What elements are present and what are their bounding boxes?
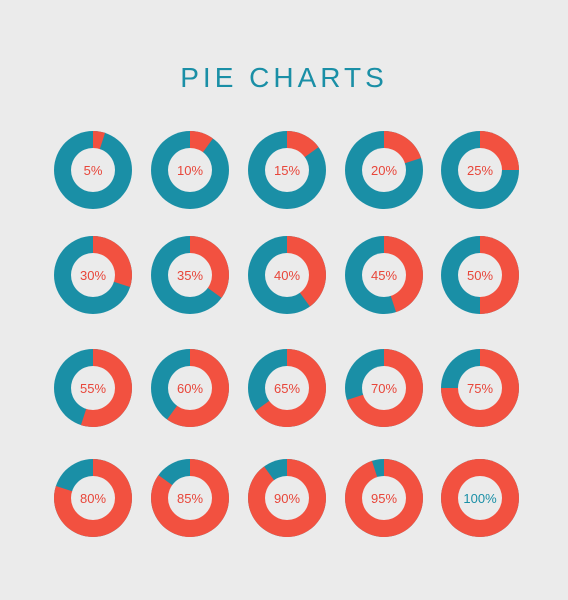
pie-label-70: 70%: [371, 381, 397, 396]
pie-chart-90: 90%: [248, 459, 327, 538]
pie-hole-85: [168, 476, 212, 520]
pie-label-55: 55%: [80, 381, 106, 396]
pie-hole-40: [265, 253, 309, 297]
pie-label-20: 20%: [371, 163, 397, 178]
pie-label-15: 15%: [274, 163, 300, 178]
pie-hole-35: [168, 253, 212, 297]
pie-label-75: 75%: [467, 381, 493, 396]
pie-label-85: 85%: [177, 491, 203, 506]
pie-label-95: 95%: [371, 491, 397, 506]
pie-hole-15: [265, 148, 309, 192]
pie-hole-80: [71, 476, 115, 520]
pie-chart-75: 75%: [441, 349, 519, 427]
page-title: PIE CHARTS: [180, 62, 388, 93]
pie-label-25: 25%: [467, 163, 493, 178]
pie-hole-70: [362, 366, 406, 410]
pie-label-60: 60%: [177, 381, 203, 396]
pie-chart-65: 65%: [248, 349, 327, 427]
pie-hole-55: [71, 366, 115, 410]
pie-chart-35: 35%: [151, 236, 229, 314]
pie-hole-75: [458, 366, 502, 410]
pie-hole-5: [71, 148, 115, 192]
pie-hole-25: [458, 148, 502, 192]
pie-chart-85: 85%: [151, 459, 230, 537]
pie-label-45: 45%: [371, 268, 397, 283]
pie-chart-5: 5%: [54, 131, 132, 209]
pie-hole-45: [362, 253, 406, 297]
pie-label-40: 40%: [274, 268, 300, 283]
pie-hole-95: [362, 476, 406, 520]
pie-label-65: 65%: [274, 381, 300, 396]
pie-hole-60: [168, 366, 212, 410]
pie-chart-95: 95%: [345, 459, 424, 537]
pie-hole-30: [71, 253, 115, 297]
pie-label-30: 30%: [80, 268, 106, 283]
pie-hole-20: [362, 148, 406, 192]
pie-chart-45: 45%: [345, 236, 423, 314]
pie-chart-25: 25%: [441, 131, 519, 209]
pie-chart-50: 50%: [441, 236, 519, 314]
pie-chart-100: 100%: [441, 459, 519, 537]
pie-label-50: 50%: [467, 268, 493, 283]
pie-hole-90: [265, 476, 309, 520]
pie-chart-30: 30%: [54, 236, 132, 314]
pie-hole-65: [265, 366, 309, 410]
pie-label-80: 80%: [80, 491, 106, 506]
pie-label-35: 35%: [177, 268, 203, 283]
pie-label-10: 10%: [177, 163, 203, 178]
pie-chart-55: 55%: [54, 349, 133, 427]
pie-hole-100: [458, 476, 502, 520]
pie-hole-10: [168, 148, 212, 192]
pie-chart-40: 40%: [248, 236, 326, 314]
pie-label-100: 100%: [463, 491, 497, 506]
pie-label-5: 5%: [84, 163, 103, 178]
pie-chart-15: 15%: [248, 131, 326, 209]
pie-chart-80: 80%: [54, 458, 133, 538]
pie-hole-50: [458, 253, 502, 297]
pie-label-90: 90%: [274, 491, 300, 506]
pie-chart-10: 10%: [151, 131, 229, 209]
pie-chart-70: 70%: [345, 349, 424, 427]
pie-chart-20: 20%: [345, 131, 423, 209]
pie-chart-60: 60%: [151, 348, 230, 427]
